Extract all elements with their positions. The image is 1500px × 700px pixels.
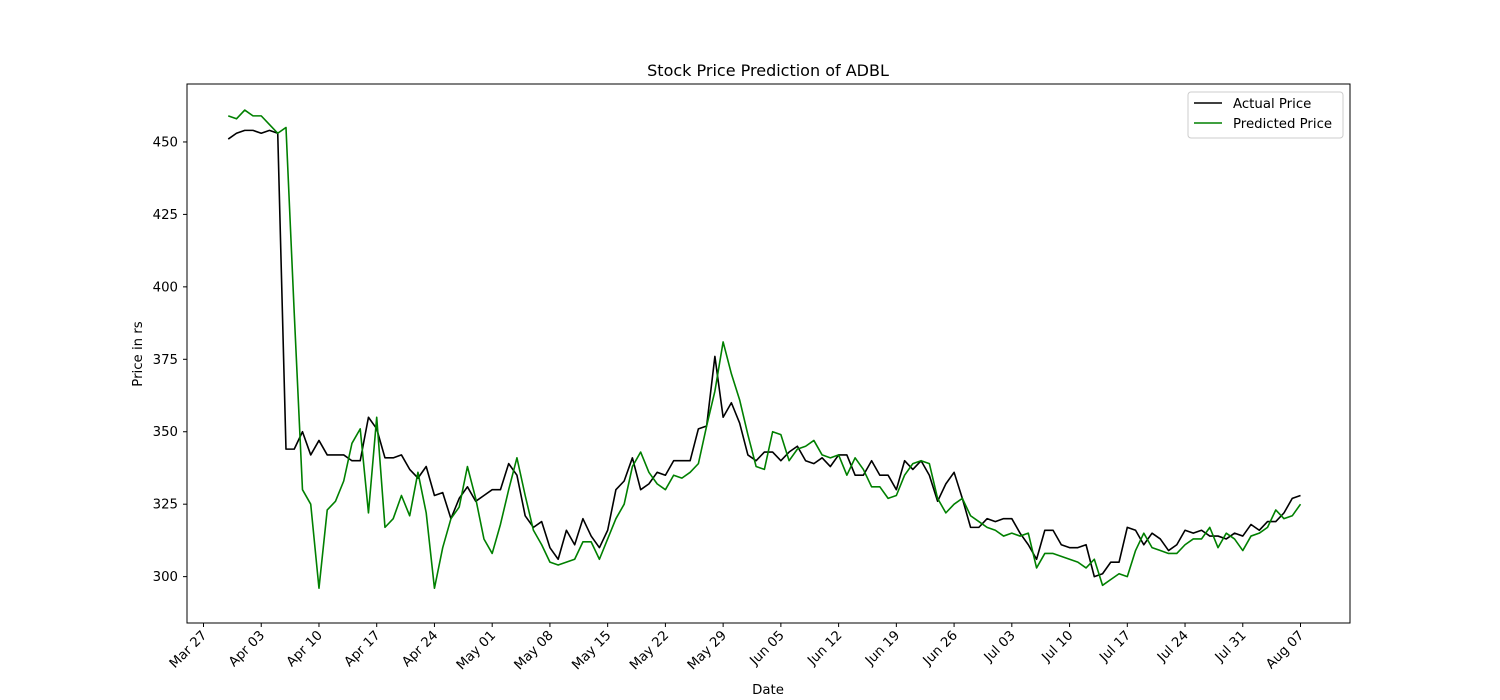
x-axis-label: Date bbox=[752, 683, 784, 698]
plot-area bbox=[227, 109, 1302, 590]
y-tick-label: 300 bbox=[153, 570, 178, 585]
axes-frame bbox=[186, 83, 1351, 624]
y-tick-label: 375 bbox=[153, 353, 178, 368]
y-axis-label: Price in rs bbox=[131, 321, 146, 386]
legend: Actual Price Predicted Price bbox=[1187, 91, 1344, 139]
chart-title: Stock Price Prediction of ADBL bbox=[647, 61, 889, 80]
legend-label-actual: Actual Price bbox=[1233, 97, 1311, 112]
y-tick-label: 450 bbox=[153, 135, 178, 150]
y-tick-label: 400 bbox=[153, 280, 178, 295]
y-tick-label: 425 bbox=[153, 208, 178, 223]
series-line-predicted-price bbox=[227, 109, 1302, 590]
legend-label-predicted: Predicted Price bbox=[1233, 117, 1332, 132]
y-tick-label: 350 bbox=[153, 425, 178, 440]
series-line-actual-price bbox=[227, 129, 1301, 578]
legend-box bbox=[1187, 91, 1344, 139]
y-tick-label: 325 bbox=[153, 498, 178, 513]
